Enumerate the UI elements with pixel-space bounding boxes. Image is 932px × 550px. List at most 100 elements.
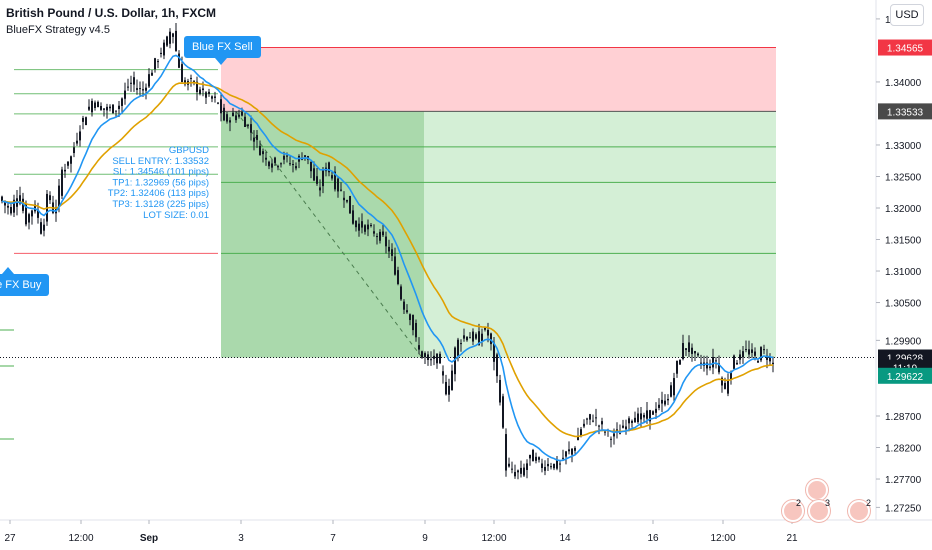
event-count: 2 — [796, 498, 802, 508]
candle-body — [370, 224, 372, 227]
time-tick-label: 27 — [4, 533, 16, 544]
candle-body — [613, 433, 615, 437]
candle-body — [217, 102, 219, 104]
candle-body — [7, 205, 9, 208]
candle-body — [4, 200, 6, 206]
candle-body — [763, 349, 765, 351]
sell-signal-text: Blue FX Sell — [192, 41, 253, 53]
time-axis[interactable]: 27 12:00 Sep 3 7 9 12:00 14 16 12:00 21 — [0, 519, 932, 550]
candle-body — [352, 210, 354, 224]
candle-body — [694, 351, 696, 354]
candle-body — [724, 382, 726, 389]
candle-body — [772, 362, 774, 365]
candle-body — [502, 396, 504, 428]
candle-body — [199, 89, 201, 94]
candle-body — [619, 433, 621, 435]
candle-body — [496, 354, 498, 377]
candle-body — [361, 221, 363, 228]
uk-flag-icon[interactable] — [782, 500, 804, 522]
candle-body — [685, 348, 687, 351]
candle-body — [208, 91, 210, 94]
candle-body — [274, 157, 276, 163]
time-tick-label: 14 — [559, 533, 571, 544]
candle-body — [169, 31, 171, 44]
candle-body — [433, 355, 435, 359]
candle-body — [127, 86, 129, 88]
candle-body — [550, 466, 552, 468]
candle-body — [10, 207, 12, 214]
candle-body — [160, 52, 162, 54]
candle-body — [181, 64, 183, 82]
candle-body — [43, 224, 45, 231]
candle-body — [292, 164, 294, 166]
candle-body — [376, 236, 378, 238]
candle-body — [430, 359, 432, 361]
moving-averages — [1, 54, 774, 462]
currency-button[interactable]: USD — [890, 4, 924, 26]
candle-body — [79, 131, 81, 141]
time-tick-label: 12:00 — [481, 533, 506, 544]
candle-body — [250, 124, 252, 133]
candle-body — [145, 87, 147, 91]
trade-info-line: SL: 1.34546 (101 pips) — [113, 167, 209, 178]
candle-body — [442, 371, 444, 376]
indicator-name[interactable]: BlueFX Strategy v4.5 — [6, 24, 110, 36]
sell-signal-pointer — [215, 58, 227, 65]
candle-body — [286, 155, 288, 157]
candle-body — [508, 463, 510, 467]
price-axis[interactable]: 1.350001.340001.330001.325001.320001.315… — [875, 0, 932, 550]
candle-body — [124, 90, 126, 99]
candle-body — [364, 225, 366, 232]
candle-body — [202, 88, 204, 91]
price-tag-label: 1.34565 — [887, 44, 924, 55]
candle-body — [721, 377, 723, 386]
us-flag-icon[interactable] — [808, 500, 830, 522]
price-tick-label: 1.29900 — [885, 336, 922, 347]
candle-body — [316, 176, 318, 184]
trade-info-line: TP2: 1.32406 (113 pips) — [108, 188, 209, 199]
uk-flag-icon[interactable] — [848, 500, 870, 522]
candle-body — [247, 124, 249, 126]
candle-body — [70, 156, 72, 164]
candles — [1, 22, 774, 480]
candle-body — [493, 342, 495, 362]
candle-body — [175, 30, 177, 51]
price-tick-label: 1.31500 — [885, 236, 922, 247]
candle-body — [457, 339, 459, 356]
candle-body — [538, 457, 540, 460]
candle-body — [310, 161, 312, 172]
time-tick-label: 12:00 — [710, 533, 735, 544]
candle-body — [244, 116, 246, 128]
candle-body — [355, 220, 357, 228]
buy-signal-label: ue FX Buy — [0, 267, 50, 296]
candle-body — [487, 329, 489, 336]
stop-loss-zone — [221, 47, 776, 112]
candle-body — [388, 246, 390, 252]
candle-body — [139, 88, 141, 90]
candle-body — [688, 342, 690, 352]
candle-body — [409, 314, 411, 321]
candle-body — [742, 351, 744, 358]
candle-body — [97, 101, 99, 108]
candle-body — [535, 456, 537, 461]
candle-body — [280, 163, 282, 165]
candle-body — [460, 343, 462, 345]
candle-body — [439, 353, 441, 364]
candle-body — [475, 334, 477, 339]
candle-body — [544, 466, 546, 471]
candle-body — [277, 166, 279, 168]
candle-body — [643, 414, 645, 418]
candle-body — [34, 204, 36, 212]
candle-body — [628, 418, 630, 424]
candle-body — [529, 454, 531, 459]
candle-body — [631, 420, 633, 423]
trade-info-line: LOT SIZE: 0.01 — [143, 210, 209, 221]
candle-body — [271, 163, 273, 168]
candle-body — [313, 168, 315, 181]
candle-body — [334, 171, 336, 190]
ema-fast-line — [1, 54, 774, 462]
candle-body — [121, 98, 123, 106]
candle-body — [748, 349, 750, 355]
candle-body — [37, 209, 39, 218]
